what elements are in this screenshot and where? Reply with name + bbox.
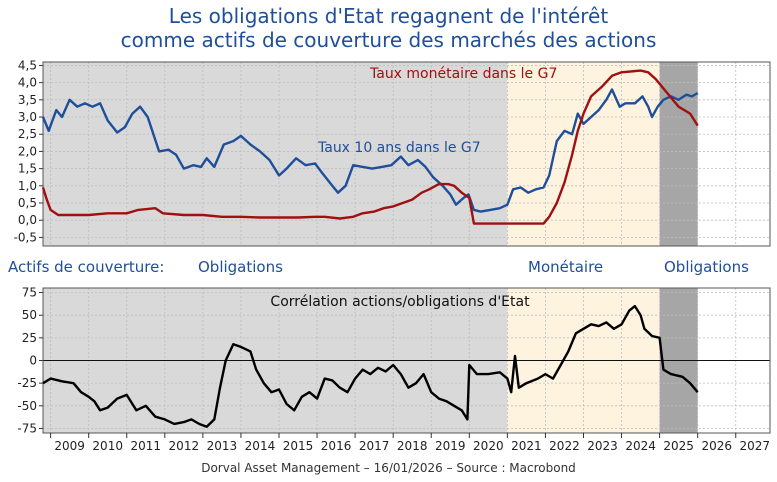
y-tick-label: 2,5: [18, 127, 37, 141]
x-tick-label: 2018: [397, 439, 428, 453]
x-tick-label: 2011: [130, 439, 161, 453]
y-tick-label: 1,5: [18, 162, 37, 176]
regime-label-bonds-2: Obligations: [664, 258, 749, 276]
x-tick-label: 2027: [740, 439, 771, 453]
y-tick-label: 4,5: [18, 58, 37, 72]
y-tick-label: 0: [29, 354, 37, 368]
y-tick-label: 4,0: [18, 76, 37, 90]
plot-frame: [42, 61, 771, 247]
y-tick-label: -25: [17, 376, 37, 390]
title-line-2: comme actifs de couverture des marchés d…: [120, 28, 657, 52]
y-tick-label: -0,5: [14, 230, 37, 244]
plot-frame: [42, 287, 771, 434]
y-tick-label: -75: [17, 421, 37, 435]
x-tick-label: 2013: [207, 439, 238, 453]
y-tick-label: 1,0: [18, 179, 37, 193]
x-tick-label: 2024: [625, 439, 656, 453]
bond-yield-line: [41, 88, 699, 213]
x-tick-label: 2009: [54, 439, 85, 453]
x-tick-label: 2023: [587, 439, 618, 453]
y-tick-label: 2,0: [18, 144, 37, 158]
y-tick-label: 75: [22, 286, 37, 300]
y-tick-label: 0,5: [18, 196, 37, 210]
y-tick-label: 3,5: [18, 93, 37, 107]
y-tick-label: 25: [22, 331, 37, 345]
regime-shade: [43, 62, 508, 246]
y-tick-label: 50: [22, 308, 37, 322]
regime-label-money: Monétaire: [528, 258, 604, 276]
x-tick-label: 2016: [321, 439, 352, 453]
x-tick-label: 2020: [473, 439, 504, 453]
y-tick-label: 3,0: [18, 110, 37, 124]
money-rate-line: [41, 69, 699, 225]
correlation-series-label: Corrélation actions/obligations d'Etat: [270, 294, 530, 310]
x-tick-label: 2017: [359, 439, 390, 453]
source-footer: Dorval Asset Management – 16/01/2026 – S…: [201, 461, 576, 475]
x-tick-label: 2014: [245, 439, 276, 453]
title-line-1: Les obligations d'Etat regagnent de l'in…: [168, 4, 609, 28]
y-tick-label: -50: [17, 399, 37, 413]
x-tick-label: 2015: [283, 439, 314, 453]
money-rate-series-label: Taux monétaire dans le G7: [369, 66, 557, 82]
x-tick-label: 2026: [701, 439, 732, 453]
top-panel: 4,5 4,0 3,5 3,0 2,5 2,0 1,5 1,0 0,5 0,0 -0,5 Taux 1…: [14, 58, 771, 247]
chart-title: Les obligations d'Etat regagnent de l'in…: [0, 4, 777, 52]
x-tick-label: 2010: [92, 439, 123, 453]
x-tick-label: 2021: [511, 439, 542, 453]
x-tick-label: 2022: [549, 439, 580, 453]
x-tick-label: 2012: [169, 439, 200, 453]
bottom-panel: 75 50 25 0 -25 -50 -75 Corrélation actions/obli…: [17, 286, 771, 453]
bond-yield-series-label: Taux 10 ans dans le G7: [317, 140, 481, 156]
correlation-line: [42, 304, 699, 428]
hedge-assets-label: Actifs de couverture:: [8, 258, 165, 276]
regime-label-bonds-1: Obligations: [198, 258, 283, 276]
x-tick-label: 2019: [435, 439, 466, 453]
x-tick-label: 2025: [663, 439, 694, 453]
y-tick-label: 0,0: [18, 213, 37, 227]
